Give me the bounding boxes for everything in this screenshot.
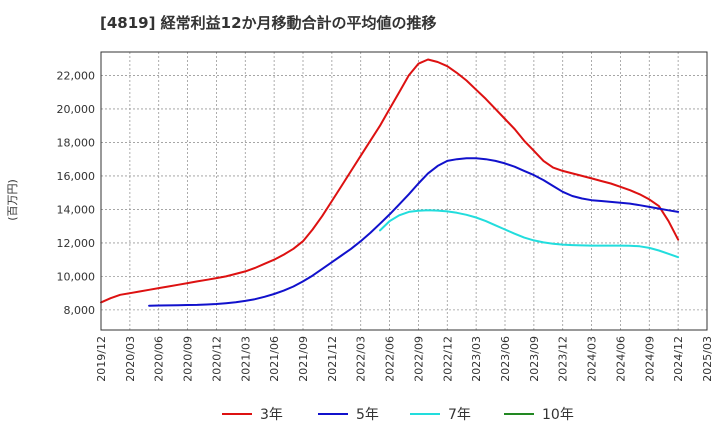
series-line-1 [148, 157, 680, 307]
series-line-2 [379, 209, 680, 259]
x-tick-label: 2020/12 [210, 336, 223, 382]
x-tick-label: 2023/03 [470, 336, 483, 382]
legend-label: 10年 [542, 407, 574, 423]
x-tick-label: 2024/06 [614, 336, 627, 382]
x-tick-label: 2022/03 [355, 336, 368, 382]
legend-label: 3年 [260, 407, 283, 423]
x-tick-label: 2020/03 [124, 336, 137, 382]
y-axis-label: (百万円) [6, 179, 19, 221]
y-tick-label: 16,000 [57, 170, 96, 183]
grid [100, 52, 708, 330]
legend-label: 5年 [356, 407, 379, 423]
legend: 3年 5年 7年 10年 [222, 407, 574, 423]
x-tick-label: 2021/09 [297, 336, 310, 382]
x-tick-label: 2023/09 [528, 336, 541, 382]
x-tick-label: 2024/03 [586, 336, 599, 382]
series-lines [100, 58, 680, 307]
x-axis-ticks: 2019/12 2020/03 2020/06 2020/09 2020/12 2021/… [95, 336, 714, 382]
x-tick-label: 2022/12 [441, 336, 454, 382]
y-tick-label: 10,000 [57, 270, 96, 283]
x-tick-label: 2022/09 [412, 336, 425, 382]
legend-label: 7年 [448, 407, 471, 423]
x-tick-label: 2021/12 [326, 336, 339, 382]
x-tick-label: 2024/09 [643, 336, 656, 382]
y-tick-label: 20,000 [57, 103, 96, 116]
y-axis-ticks: 8,000 10,000 12,000 14,000 16,000 18,000 20,00… [57, 69, 96, 316]
x-tick-label: 2020/06 [153, 336, 166, 382]
x-tick-label: 2025/03 [701, 336, 714, 382]
x-tick-label: 2019/12 [95, 336, 108, 382]
series-line-0 [100, 58, 680, 304]
x-tick-label: 2024/12 [672, 336, 685, 382]
plot-frame [100, 51, 708, 331]
y-tick-label: 8,000 [64, 304, 96, 317]
x-tick-label: 2022/06 [384, 336, 397, 382]
y-tick-label: 18,000 [57, 136, 96, 149]
y-tick-label: 22,000 [57, 69, 96, 82]
x-tick-label: 2023/06 [499, 336, 512, 382]
x-tick-label: 2021/03 [239, 336, 252, 382]
x-tick-label: 2021/06 [268, 336, 281, 382]
y-tick-label: 12,000 [57, 237, 96, 250]
x-tick-label: 2023/12 [557, 336, 570, 382]
x-tick-label: 2020/09 [182, 336, 195, 382]
chart-title: [4819] 経常利益12か月移動合計の平均値の推移 [100, 14, 437, 32]
y-tick-label: 14,000 [57, 203, 96, 216]
